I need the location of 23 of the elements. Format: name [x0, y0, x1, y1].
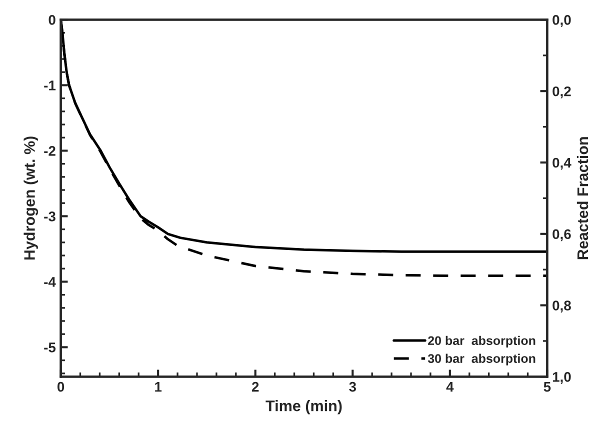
- legend-label: 20 bar absorption: [428, 336, 536, 348]
- y2-tick-label: 0,8: [552, 300, 571, 312]
- y-tick-label: -3: [44, 212, 56, 222]
- y2-tick-label: 0,6: [552, 229, 571, 242]
- x-tick-label: 4: [446, 382, 454, 392]
- x-axis-title: Time (min): [266, 400, 342, 414]
- y-tick-label: 0: [48, 15, 56, 25]
- x-tick-label: 0: [57, 382, 64, 392]
- x-tick-label: 3: [349, 382, 356, 392]
- legend-label: 30 bar absorption: [428, 354, 536, 366]
- x-tick-label: 1: [155, 382, 162, 392]
- y-tick-label: -1: [44, 80, 56, 90]
- x-tick-label: 5: [544, 382, 551, 392]
- y2-tick-label: 1,0: [552, 372, 571, 384]
- y2-tick-label: 0,4: [552, 158, 572, 170]
- y-axis-title: Hydrogen (wt. %): [24, 136, 38, 260]
- y2-tick-label: 0,0: [552, 15, 571, 27]
- y-tick-label: -4: [44, 277, 56, 287]
- y2-tick-label: 0,2: [552, 86, 571, 98]
- x-tick-label: 2: [252, 382, 259, 392]
- y2-axis-title: Reacted Fraction: [576, 137, 588, 260]
- y-tick-label: -5: [44, 342, 56, 352]
- y-tick-label: -2: [44, 146, 56, 156]
